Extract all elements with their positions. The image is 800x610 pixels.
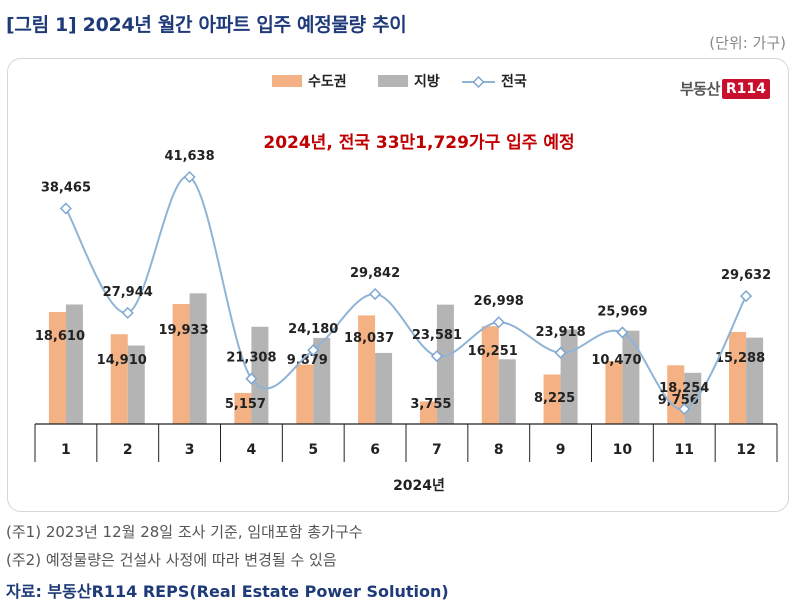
footnote-2: (주2) 예정물량은 건설사 사정에 따라 변경될 수 있음 (6, 551, 337, 569)
bar-label-8: 16,251 (468, 344, 518, 359)
line-label-6: 29,842 (350, 266, 400, 281)
bar-local-1 (65, 304, 83, 424)
bar-metro-7 (419, 401, 437, 424)
x-tick-label-7: 7 (432, 442, 442, 458)
bar-label-12: 15,288 (715, 351, 765, 366)
line-point-3 (183, 170, 196, 184)
legend-swatch-metro (272, 75, 302, 87)
bar-metro-6 (358, 315, 376, 424)
line-series-group: 38,465 27,944 41,638 21,308 24,180 29,842 23,5… (41, 149, 771, 416)
brand-logo: 부동산 R114 (680, 78, 770, 99)
line-label-4: 21,308 (226, 351, 276, 366)
x-axis-label: 2024년 (393, 478, 445, 494)
chart: 수도권 지방 전국 2024년, 전국 33만1,729가구 입주 예정 18,61… (34, 73, 778, 494)
x-tick-label-3: 3 (185, 442, 195, 458)
line-point-7 (430, 350, 443, 363)
chart-frame (7, 58, 789, 512)
line-point-5 (307, 344, 320, 357)
bar-local-7 (436, 304, 454, 424)
line-point-6 (369, 287, 382, 301)
bar-local-11 (684, 372, 702, 424)
bar-local-5 (313, 337, 331, 424)
line-label-7: 23,581 (412, 328, 462, 343)
line-point-4 (245, 372, 258, 385)
x-tick-label-10: 10 (613, 442, 633, 458)
line-point-1 (59, 202, 72, 215)
bar-metro-5 (296, 364, 314, 424)
logo-text: 부동산 (680, 80, 720, 98)
legend-label-total: 전국 (501, 73, 527, 90)
legend-swatch-total-marker (472, 75, 485, 89)
line-label-1: 38,465 (41, 180, 91, 195)
line-total (65, 175, 747, 411)
bar-metro-12 (729, 331, 747, 424)
logo-badge: R114 (721, 78, 770, 99)
bar-local-2 (127, 345, 145, 424)
bar-metro-10 (605, 360, 623, 424)
x-tick-label-2: 2 (123, 442, 133, 458)
bar-local-9 (560, 329, 578, 424)
x-tick-label-11: 11 (675, 442, 694, 458)
bar-metro-3 (172, 304, 190, 424)
line-label-5: 24,180 (288, 322, 338, 337)
source-note: 자료: 부동산R114 REPS(Real Estate Power Solut… (6, 582, 449, 601)
legend: 수도권 지방 전국 (272, 73, 527, 90)
line-label-2: 27,944 (103, 285, 153, 300)
line-point-9 (554, 346, 567, 359)
x-tick-label-8: 8 (494, 442, 504, 458)
unit-label: (단위: 가구) (709, 34, 786, 52)
bar-label-11: 9,756 (658, 393, 699, 408)
bar-label-10: 10,470 (591, 353, 641, 368)
line-point-8 (492, 316, 505, 329)
line-point-12 (740, 290, 753, 303)
bar-metro-1 (48, 311, 66, 424)
bar-local-3 (189, 293, 207, 424)
bars-group: 18,61014,91019,9335,1579,87918,0373,7551… (35, 293, 765, 424)
bar-metro-2 (110, 334, 128, 424)
line-label-11: 18,254 (659, 381, 709, 396)
x-tick-label-12: 12 (736, 442, 755, 458)
bar-label-9: 8,225 (534, 391, 575, 406)
bar-label-6: 18,037 (344, 331, 394, 346)
x-tick-label-5: 5 (308, 442, 318, 458)
page-title: [그림 1] 2024년 월간 아파트 입주 예정물량 추이 (6, 14, 407, 36)
legend-swatch-local (378, 75, 408, 87)
bar-local-6 (375, 352, 393, 424)
line-label-3: 41,638 (164, 149, 214, 164)
chart-annotation: 2024년, 전국 33만1,729가구 입주 예정 (263, 133, 574, 153)
x-axis: 1 2 3 4 5 6 7 8 9 10 11 12 (34, 423, 778, 462)
bar-label-4: 5,157 (225, 397, 266, 412)
footnote-1: (주1) 2023년 12월 28일 조사 기준, 임대포함 총가구수 (6, 523, 363, 541)
legend-label-local: 지방 (414, 73, 440, 90)
legend-label-metro: 수도권 (308, 74, 347, 90)
bar-metro-4 (234, 392, 252, 424)
line-point-11 (678, 402, 691, 416)
x-tick-label-6: 6 (370, 442, 380, 458)
bar-local-4 (251, 326, 269, 424)
bar-metro-8 (481, 326, 499, 424)
bar-label-3: 19,933 (158, 323, 208, 338)
bar-local-8 (498, 359, 516, 424)
line-label-8: 26,998 (474, 294, 524, 309)
x-tick-label-1: 1 (61, 442, 71, 458)
line-point-10 (616, 326, 629, 339)
line-point-2 (121, 306, 134, 319)
bar-label-1: 18,610 (35, 329, 85, 344)
bar-metro-9 (543, 374, 561, 424)
line-label-9: 23,918 (535, 325, 585, 340)
bar-label-2: 14,910 (97, 353, 147, 368)
bar-label-7: 3,755 (410, 397, 451, 412)
x-tick-label-4: 4 (247, 442, 257, 458)
x-tick-label-9: 9 (556, 442, 566, 458)
bar-local-10 (622, 330, 640, 424)
bar-local-12 (746, 337, 764, 424)
line-label-10: 25,969 (597, 304, 647, 319)
line-label-12: 29,632 (721, 268, 771, 283)
